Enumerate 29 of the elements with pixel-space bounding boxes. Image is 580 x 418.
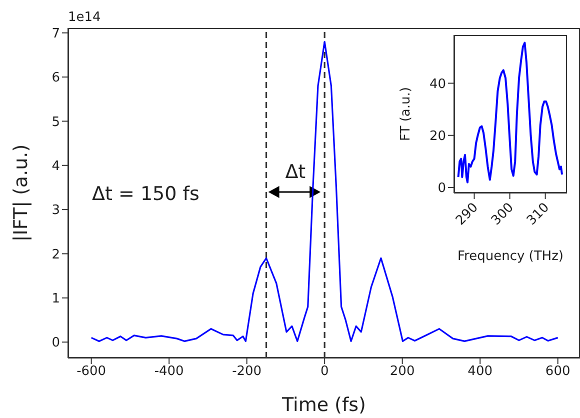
y-axis-title: |IFT| (a.u.) [10,144,32,242]
line-series [457,42,564,184]
x-tick-label: 290 [453,200,482,228]
x-tick-label: 300 [488,200,517,228]
x-tick-label: -600 [76,364,106,380]
x-tick-label: 400 [468,364,492,380]
y-tick-label: 3 [52,203,60,218]
text: 1e14 [68,10,101,25]
y-tick-label: 7 [52,26,60,42]
annotation: Δt = 150 fs [92,183,200,205]
x-tick-label: -200 [232,364,262,380]
y-tick-label: 4 [52,159,60,174]
x-tick-label: 600 [545,364,570,380]
x-tick-label: 200 [390,364,415,380]
y-axis-title: FT (a.u.) [398,87,414,141]
y-tick-label: 20 [429,128,446,144]
x-axis-title: Time (fs) [281,394,366,416]
y-tick-label: 40 [429,76,446,92]
x-tick-label: -400 [154,364,184,380]
y-tick-label: 2 [52,247,60,262]
y-tick-label: 1 [52,292,60,307]
y-tick-label: 0 [52,336,60,351]
y-tick-label: 6 [52,70,60,86]
x-tick-label: 0 [320,364,329,380]
x-axis-title: Frequency (THz) [458,249,564,264]
annotation: Δt [285,161,306,183]
y-tick-label: 5 [52,114,60,130]
x-tick-label: 310 [524,200,552,228]
y-tick-label: 0 [438,181,446,196]
